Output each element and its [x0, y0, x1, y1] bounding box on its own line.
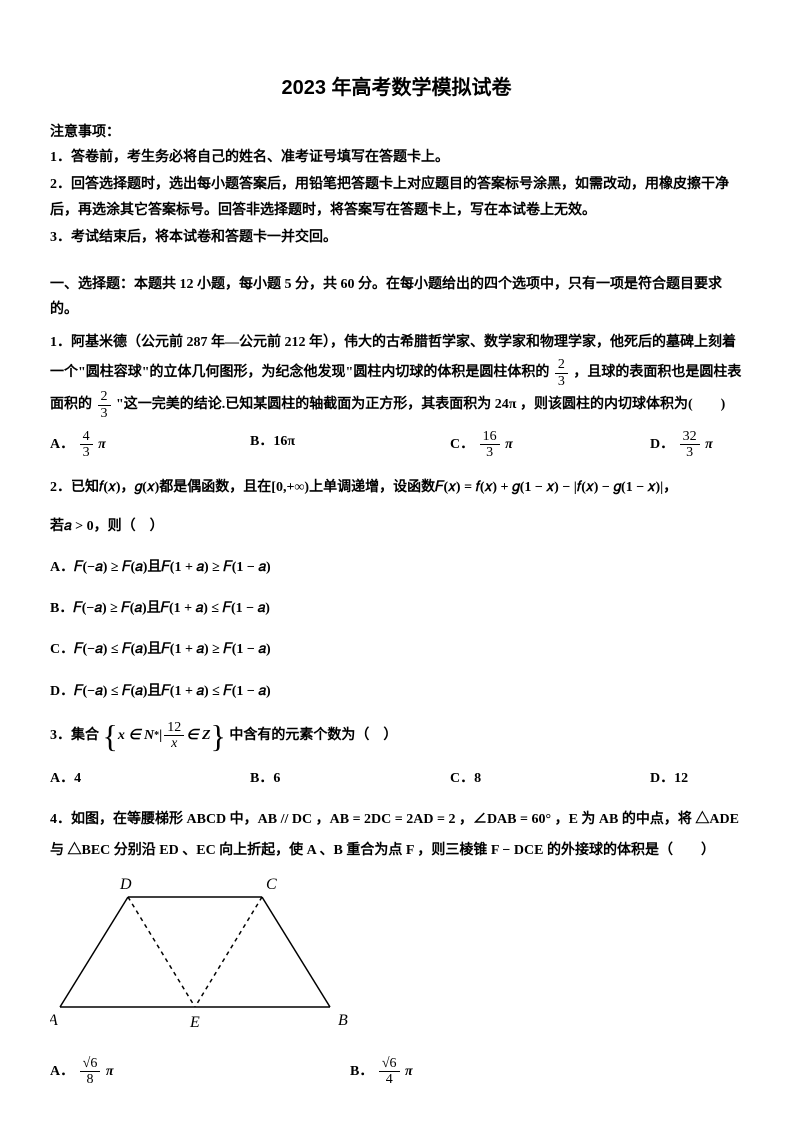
frac-num: 2: [98, 389, 111, 405]
q4-diagram: A B E D C: [50, 877, 743, 1046]
frac-num: 32: [680, 429, 700, 445]
frac-den: 3: [80, 445, 93, 460]
pi-symbol: π: [505, 437, 513, 452]
frac-den: 4: [379, 1072, 400, 1087]
frac-num: 2: [555, 357, 568, 373]
svg-text:C: C: [266, 877, 277, 893]
option-label: D．: [650, 437, 674, 452]
frac-num: 16: [480, 429, 500, 445]
q1-option-b: B．16π: [250, 429, 390, 461]
frac-den: 3: [480, 445, 500, 460]
q1-option-a: A． 4 3 π: [50, 429, 190, 461]
option-label: A．: [50, 1064, 74, 1079]
frac-den: x: [164, 736, 184, 751]
q4-a-frac: √6 8: [80, 1056, 101, 1088]
sqrt-value: 6: [390, 1056, 397, 1071]
svg-text:E: E: [189, 1014, 200, 1031]
instruction-header: 注意事项：: [50, 120, 743, 145]
q1-frac-1: 2 3: [555, 357, 568, 389]
q4-options: A． √6 8 π B． √6 4 π: [50, 1056, 743, 1088]
q3-option-d: D．12: [650, 766, 790, 791]
section-1-header: 一、选择题：本题共 12 小题，每小题 5 分，共 60 分。在每小题给出的四个…: [50, 272, 743, 322]
q1-d-frac: 32 3: [680, 429, 700, 461]
q1-frac-2: 2 3: [98, 389, 111, 421]
svg-text:A: A: [50, 1012, 58, 1029]
q3-suffix: 中含有的元素个数为（ ）: [229, 728, 397, 743]
q3-prefix: 3．集合: [50, 728, 99, 743]
frac-den: 3: [98, 406, 111, 421]
q1-stem-3: "这一完美的结论.已知某圆柱的轴截面为正方形，其表面积为 24π ，则该圆柱的内…: [116, 397, 725, 412]
q2-option-c: C．𝐹(−𝑎) ≤ 𝐹(𝑎)且𝐹(1 + 𝑎) ≥ 𝐹(1 − 𝑎): [50, 637, 743, 662]
q4-option-b: B． √6 4 π: [350, 1056, 650, 1088]
set-text-1: x ∈ N: [118, 723, 154, 748]
frac-num: √6: [80, 1056, 101, 1072]
svg-text:B: B: [338, 1012, 348, 1029]
question-3: 3．集合 { x ∈ N* | 12 x ∈ Z } 中含有的元素个数为（ ）: [50, 720, 743, 752]
question-4: 4．如图，在等腰梯形 ABCD 中，AB // DC ，AB = 2DC = 2…: [50, 805, 743, 867]
instruction-1: 1．答卷前，考生务必将自己的姓名、准考证号填写在答题卡上。: [50, 145, 743, 172]
q3-options: A．4 B．6 C．8 D．12: [50, 766, 743, 791]
q2-option-b: B．𝐹(−𝑎) ≥ 𝐹(𝑎)且𝐹(1 + 𝑎) ≤ 𝐹(1 − 𝑎): [50, 596, 743, 621]
instruction-2: 2．回答选择题时，选出每小题答案后，用铅笔把答题卡上对应题目的答案标号涂黑，如需…: [50, 172, 743, 225]
set-text-2: ∈ Z: [186, 723, 210, 748]
frac-den: 8: [80, 1072, 101, 1087]
q2-stem-1: 2．已知𝑓(𝑥)，𝑔(𝑥)都是偶函数，且在[0,+∞)上单调递增，设函数𝐹(𝑥)…: [50, 475, 743, 500]
q4-b-frac: √6 4: [379, 1056, 400, 1088]
q1-c-frac: 16 3: [480, 429, 500, 461]
set-bar: |: [159, 723, 162, 748]
option-label: B．: [350, 1064, 373, 1079]
set-notation: { x ∈ N* | 12 x ∈ Z }: [103, 720, 226, 752]
trapezoid-diagram: A B E D C: [50, 877, 350, 1037]
brace-right: }: [211, 720, 226, 752]
q3-option-b: B．6: [250, 766, 390, 791]
frac-den: 3: [680, 445, 700, 460]
option-text: B．16π: [250, 434, 295, 449]
frac-num: 12: [164, 720, 184, 736]
pi-symbol: π: [106, 1064, 114, 1079]
pi-symbol: π: [98, 437, 106, 452]
question-1: 1．阿基米德（公元前 287 年—公元前 212 年），伟大的古希腊哲学家、数学…: [50, 328, 743, 421]
q1-option-c: C． 16 3 π: [450, 429, 590, 461]
svg-text:D: D: [119, 877, 132, 893]
page-title: 2023 年高考数学模拟试卷: [50, 70, 743, 106]
sqrt-value: 6: [90, 1056, 97, 1071]
pi-symbol: π: [405, 1064, 413, 1079]
q1-option-d: D． 32 3 π: [650, 429, 790, 461]
frac-den: 3: [555, 374, 568, 389]
q3-option-a: A．4: [50, 766, 190, 791]
q2-option-a: A．𝐹(−𝑎) ≥ 𝐹(𝑎)且𝐹(1 + 𝑎) ≥ 𝐹(1 − 𝑎): [50, 555, 743, 580]
q1-a-frac: 4 3: [80, 429, 93, 461]
brace-left: {: [103, 720, 118, 752]
instruction-3: 3．考试结束后，将本试卷和答题卡一并交回。: [50, 225, 743, 252]
option-label: C．: [450, 437, 474, 452]
frac-num: √6: [379, 1056, 400, 1072]
q1-options: A． 4 3 π B．16π C． 16 3 π D． 32 3 π: [50, 429, 743, 461]
q3-option-c: C．8: [450, 766, 590, 791]
frac-num: 4: [80, 429, 93, 445]
q3-frac: 12 x: [164, 720, 184, 752]
option-label: A．: [50, 437, 74, 452]
pi-symbol: π: [705, 437, 713, 452]
q2-option-d: D．𝐹(−𝑎) ≤ 𝐹(𝑎)且𝐹(1 + 𝑎) ≤ 𝐹(1 − 𝑎): [50, 679, 743, 704]
q4-option-a: A． √6 8 π: [50, 1056, 350, 1088]
q2-stem-2: 若𝑎 > 0，则（ ）: [50, 514, 743, 539]
